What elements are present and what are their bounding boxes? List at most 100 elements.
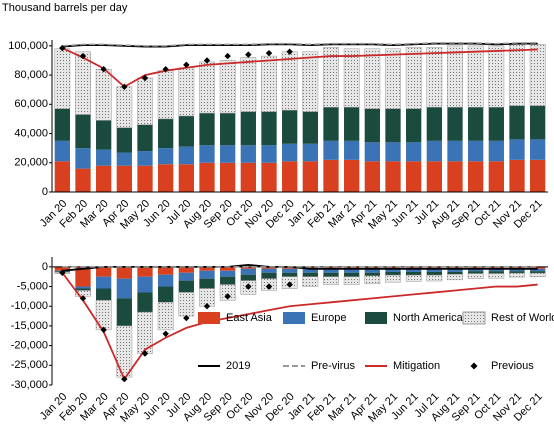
bar xyxy=(96,276,112,289)
bar xyxy=(178,292,195,317)
bar xyxy=(96,165,112,192)
bar xyxy=(323,47,339,108)
legend-label: North America xyxy=(393,312,464,324)
bar xyxy=(116,152,132,166)
bar xyxy=(530,139,546,160)
bar xyxy=(137,276,153,293)
bar xyxy=(137,151,153,166)
bar xyxy=(426,140,442,162)
bar xyxy=(344,268,360,273)
bar xyxy=(261,145,277,163)
bar xyxy=(364,272,380,276)
bar xyxy=(447,271,463,275)
bar xyxy=(468,161,484,192)
bar xyxy=(467,273,484,279)
point xyxy=(162,66,169,73)
bar xyxy=(530,159,546,192)
bar xyxy=(54,48,71,109)
bar xyxy=(426,266,442,269)
bar xyxy=(302,51,319,112)
y-tick-label: -15,000 xyxy=(11,320,48,332)
bar xyxy=(447,45,463,108)
legend-swatch xyxy=(470,362,478,370)
legend-swatch xyxy=(283,312,305,324)
bar xyxy=(385,274,401,283)
y-tick-label: -25,000 xyxy=(11,359,48,371)
point xyxy=(183,314,190,322)
legend-label: East Asia xyxy=(226,312,273,324)
bar xyxy=(468,268,484,272)
bar xyxy=(75,168,91,192)
bar xyxy=(344,140,360,160)
bar xyxy=(261,111,277,146)
bar xyxy=(364,275,381,285)
bar xyxy=(178,272,194,281)
bar xyxy=(344,107,360,141)
bar xyxy=(302,276,319,287)
point xyxy=(265,49,273,57)
point xyxy=(203,303,211,310)
bar xyxy=(137,292,153,313)
legend-label: 2019 xyxy=(226,360,250,372)
bar xyxy=(178,116,194,147)
legend-swatch xyxy=(365,312,387,324)
point xyxy=(245,51,252,58)
y-tick-label: 0 xyxy=(42,261,48,273)
bar xyxy=(385,271,401,276)
bar xyxy=(261,266,277,269)
bar xyxy=(344,159,360,192)
bar xyxy=(323,268,339,273)
bar xyxy=(199,270,215,279)
bar xyxy=(406,161,422,192)
y-tick-label: 80,000 xyxy=(14,69,48,81)
bar xyxy=(137,266,153,277)
bar xyxy=(54,161,70,192)
point xyxy=(79,52,87,60)
bar xyxy=(282,268,298,273)
bar xyxy=(116,278,132,299)
bar xyxy=(344,272,360,277)
bar xyxy=(364,108,380,143)
point xyxy=(265,283,273,290)
point xyxy=(141,350,149,357)
bar xyxy=(178,146,194,165)
bar xyxy=(282,110,298,144)
bar xyxy=(178,266,194,273)
bar xyxy=(116,325,133,378)
bar xyxy=(406,268,422,272)
bar xyxy=(509,139,525,160)
bar xyxy=(158,274,174,287)
bar xyxy=(302,143,318,162)
legend-label: Rest of World xyxy=(491,312,554,324)
bar xyxy=(220,162,236,192)
legend-label: Previous xyxy=(491,360,534,372)
bar xyxy=(96,288,112,301)
bar xyxy=(426,107,442,141)
bar xyxy=(219,60,236,114)
bar xyxy=(385,48,401,109)
bar xyxy=(488,107,504,141)
bar xyxy=(406,266,422,269)
bar xyxy=(199,162,215,192)
bar xyxy=(385,268,401,272)
bar xyxy=(116,165,132,192)
bar xyxy=(406,142,422,162)
legend-label: Mitigation xyxy=(393,360,440,372)
bar xyxy=(426,161,442,192)
line xyxy=(61,47,538,88)
bar xyxy=(302,268,318,273)
bar xyxy=(530,268,546,272)
bar xyxy=(96,120,112,150)
bar xyxy=(530,105,546,140)
bar xyxy=(488,271,504,274)
bar xyxy=(364,266,380,269)
bar xyxy=(406,108,422,143)
y-tick-label: -30,000 xyxy=(11,379,48,391)
bar xyxy=(54,108,70,141)
bar xyxy=(488,45,505,108)
bar xyxy=(240,266,256,269)
line xyxy=(61,272,538,381)
bar xyxy=(323,266,339,269)
point xyxy=(203,57,211,64)
bar xyxy=(157,302,174,331)
